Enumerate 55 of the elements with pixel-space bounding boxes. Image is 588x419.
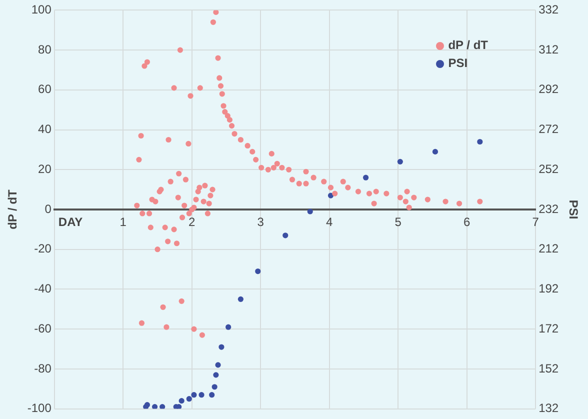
y-tick-label: -40: [34, 282, 52, 296]
point: [307, 208, 313, 214]
point: [160, 404, 166, 409]
point: [209, 392, 215, 398]
x-axis-title: DAY: [58, 214, 83, 229]
y2-tick-label: 272: [538, 122, 559, 136]
point: [238, 296, 244, 302]
y2-tick-label: 212: [538, 242, 559, 256]
x-tick-label: 2: [188, 215, 196, 230]
y2-tick-label: 192: [538, 282, 559, 296]
y2-axis-title: PSI: [566, 200, 580, 220]
y-tick-label: -100: [27, 401, 52, 416]
y-tick-label: -60: [34, 321, 52, 336]
y-tick-label: -80: [34, 361, 52, 376]
point: [186, 396, 192, 402]
y2-tick-label: 172: [538, 321, 559, 336]
point: [226, 324, 232, 330]
legend-label: dP / dT: [447, 37, 488, 54]
y-tick-label: -20: [34, 242, 52, 256]
y-tick-label: 40: [38, 122, 52, 136]
y-tick-label: 60: [38, 82, 52, 96]
y2-tick-label: 232: [538, 202, 559, 216]
y-tick-label: 100: [31, 2, 52, 17]
point: [198, 392, 204, 398]
point: [363, 174, 369, 180]
x-tick-label: 4: [326, 215, 334, 230]
y-tick-label: 0: [44, 202, 52, 216]
x-tick-label: 5: [394, 215, 402, 230]
point: [191, 392, 197, 398]
point: [213, 372, 219, 378]
point: [212, 384, 218, 390]
point: [477, 138, 483, 145]
y2-tick-label: 292: [538, 82, 559, 96]
x-tick-label: 7: [532, 215, 540, 230]
y-axis-title: dP / dT: [6, 188, 20, 230]
point: [397, 158, 403, 164]
point: [152, 404, 158, 409]
x-tick-label: 1: [120, 215, 127, 230]
legend-label: PSI: [447, 55, 469, 72]
point: [432, 148, 438, 155]
point: [178, 398, 184, 404]
y2-tick-label: 132: [538, 401, 559, 416]
x-tick-label: 6: [463, 215, 470, 230]
point: [176, 404, 182, 409]
y2-tick-label: 312: [538, 42, 559, 56]
y2-tick-label: 252: [538, 162, 559, 176]
y-tick-label: 80: [38, 42, 52, 56]
y-tick-label: 20: [38, 162, 52, 176]
y2-tick-label: 332: [538, 2, 559, 17]
x-tick-label: 3: [257, 215, 264, 230]
point: [215, 362, 221, 368]
point: [282, 232, 288, 238]
point: [218, 344, 224, 350]
y2-tick-label: 152: [538, 361, 559, 376]
point: [255, 268, 261, 274]
